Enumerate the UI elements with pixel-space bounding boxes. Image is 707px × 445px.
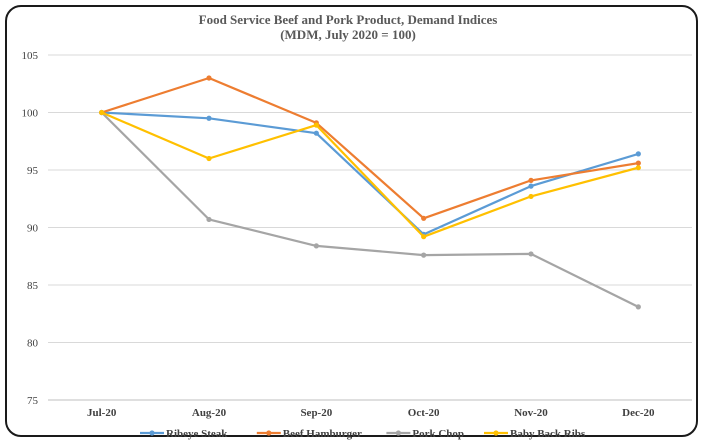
data-point-ribeye-steak [528,183,534,189]
chart-title: Food Service Beef and Pork Product, Dema… [199,12,498,27]
data-point-ribeye-steak [206,115,212,121]
data-point-beef-hamburger [421,215,427,221]
x-tick-label: Sep-20 [300,407,332,419]
data-point-ribeye-steak [635,151,641,157]
x-tick-label: Dec-20 [622,407,655,419]
series-line-pork-chop [100,111,639,308]
x-axis-ticks: Jul-20 Aug-20 Sep-20 Oct-20 Nov-20 Dec-20 [87,407,655,419]
y-tick-label: 105 [22,50,39,62]
chart-frame [5,5,698,437]
data-point-pork-chop [313,243,319,249]
data-point-beef-hamburger [206,75,212,81]
data-point-pork-chop [206,216,212,223]
y-tick-label: 75 [27,395,39,407]
data-point-baby-back-ribs [313,122,319,128]
legend-label-baby-back-ribs: Baby Back Ribs [510,428,586,440]
legend-label-beef-hamburger: Beef Hamburger [283,428,362,440]
series-line-ribeye-steak [101,111,639,236]
legend-label-ribeye-steak: Ribeye Steak [166,428,228,440]
data-point-pork-chop [635,304,641,310]
legend: Ribeye Steak Beef Hamburger Pork Chop Baby … [140,428,586,440]
y-tick-label: 95 [27,165,39,177]
y-tick-label: 90 [27,223,39,235]
y-tick-label: 100 [22,108,39,120]
chart-subtitle: (MDM, July 2020 = 100) [280,27,416,42]
y-axis-ticks: 75 80 85 90 95 100 105 [22,50,39,407]
data-point-baby-back-ribs [528,193,534,200]
data-point-beef-hamburger [635,160,641,166]
y-tick-label: 85 [27,280,39,292]
series-line-beef-hamburger [101,76,639,220]
legend-marker-pork-chop [395,430,401,436]
data-point-baby-back-ribs [206,155,212,162]
data-point-baby-back-ribs [99,109,105,116]
x-tick-label: Oct-20 [408,407,440,419]
x-tick-label: Aug-20 [192,407,227,419]
x-tick-label: Nov-20 [514,407,548,419]
legend-marker-beef-hamburger [266,430,272,436]
y-tick-label: 80 [27,338,39,350]
x-tick-label: Jul-20 [87,407,117,419]
legend-marker-ribeye-steak [149,430,155,436]
series-lines [99,75,641,310]
gridlines [48,54,692,401]
data-point-beef-hamburger [528,177,534,183]
data-point-pork-chop [528,251,534,257]
legend-marker-baby-back-ribs [493,430,499,436]
data-point-baby-back-ribs [421,234,427,240]
legend-label-pork-chop: Pork Chop [412,428,464,440]
data-point-pork-chop [421,252,427,258]
series-line-baby-back-ribs [101,111,639,238]
data-point-ribeye-steak [313,130,319,136]
data-point-baby-back-ribs [635,165,641,171]
